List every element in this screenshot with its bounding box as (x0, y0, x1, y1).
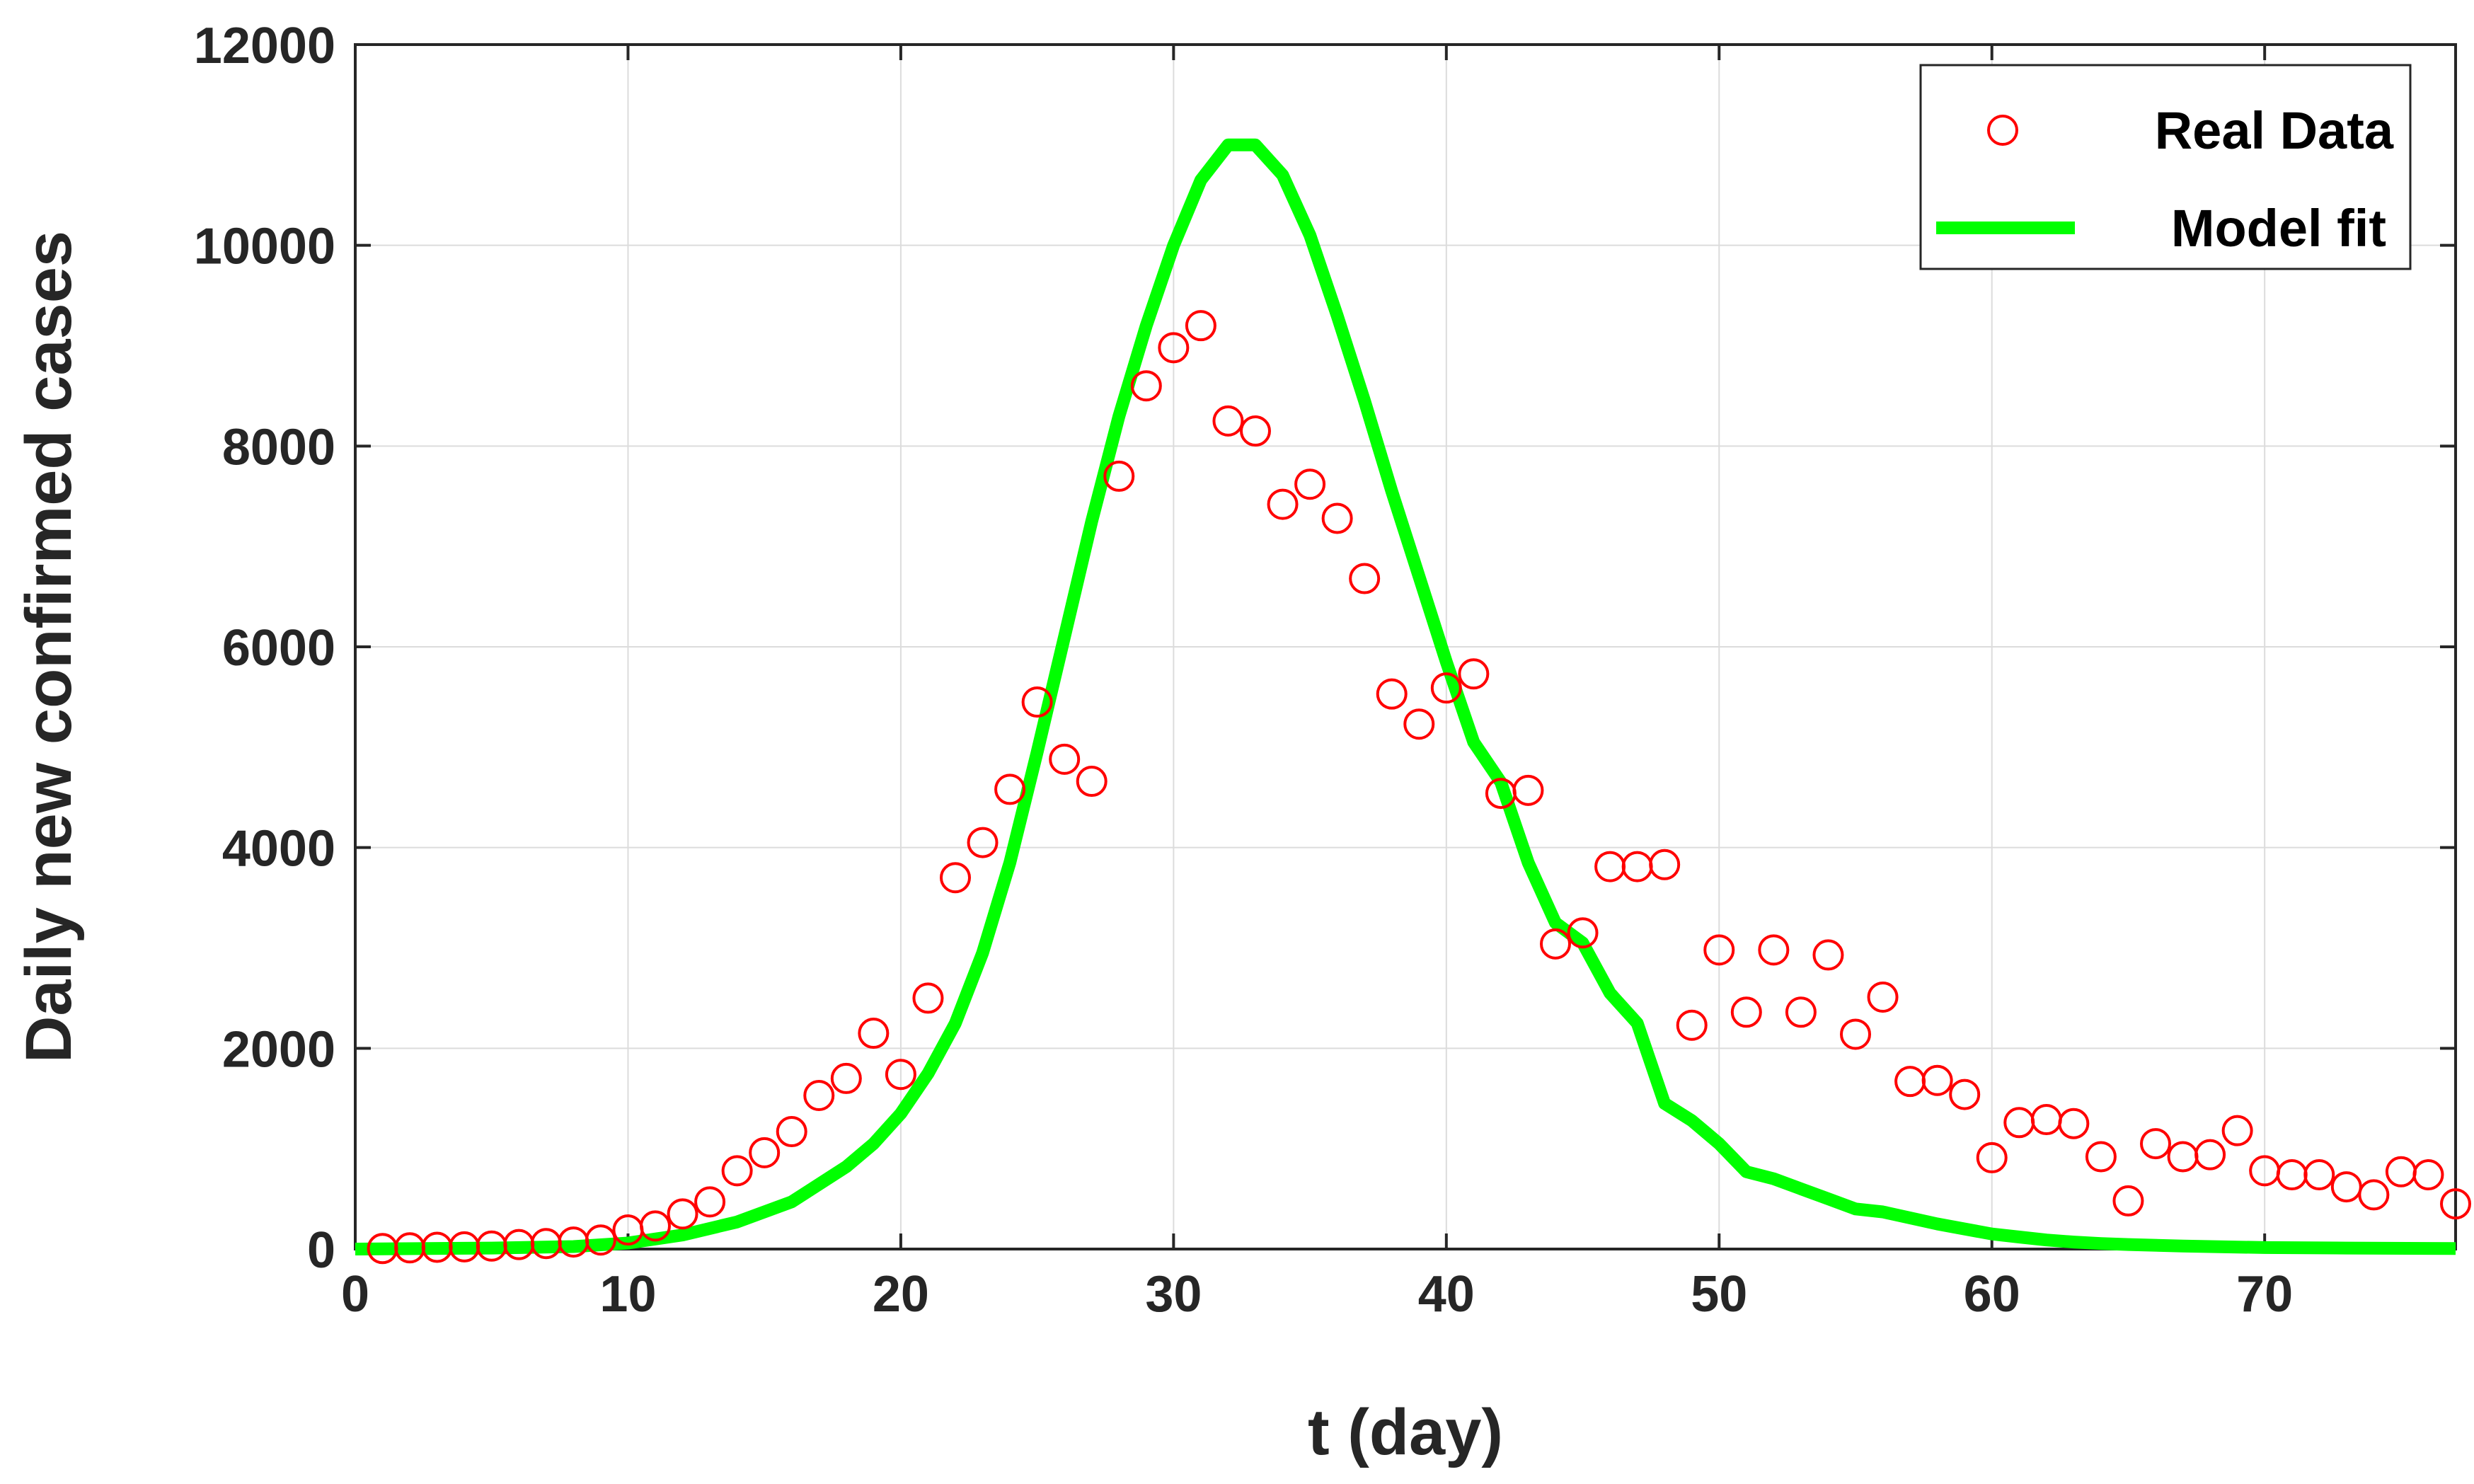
real-data-point (1021, 686, 1053, 718)
real-data-point (1321, 502, 1353, 534)
real-data-point (2140, 1128, 2171, 1160)
real-data-point (885, 1059, 916, 1091)
real-data-point (1458, 658, 1490, 690)
real-data-point (1049, 743, 1081, 775)
legend-real-data-label: Real Data (2155, 101, 2394, 160)
x-tick-label: 10 (599, 1266, 656, 1323)
y-tick-label: 0 (307, 1222, 335, 1279)
real-data-point (1076, 766, 1107, 798)
real-data-point (1730, 996, 1762, 1028)
real-data-point (1212, 405, 1244, 437)
model-fit-series (355, 138, 2456, 1255)
real-data-point (1676, 1009, 1708, 1041)
y-tick-label: 10000 (194, 219, 335, 275)
real-data-point (803, 1079, 835, 1111)
real-data-point (721, 1155, 753, 1187)
legend-model-fit-label: Model fit (2171, 199, 2386, 258)
real-data-point (1430, 672, 1462, 704)
y-tick-label: 12000 (194, 18, 335, 74)
real-data-point (1158, 332, 1190, 364)
real-data-point (1567, 917, 1599, 949)
y-axis-title: Daily new confirmed cases (13, 231, 85, 1063)
real-data-point (2440, 1188, 2471, 1220)
real-data-point (940, 862, 971, 894)
real-data-point (1185, 310, 1216, 342)
real-data-series (367, 310, 2471, 1265)
real-data-point (1103, 460, 1135, 492)
y-tick-label: 6000 (222, 620, 335, 677)
real-data-point (1703, 934, 1735, 966)
real-data-point (1130, 370, 1162, 402)
x-tick-label: 0 (341, 1266, 369, 1323)
x-ticks: 0 10 20 30 40 50 60 70 (341, 45, 2293, 1323)
x-tick-label: 50 (1691, 1266, 1747, 1323)
real-data-point (1758, 934, 1790, 966)
real-data-point (1294, 468, 1326, 500)
real-data-point (2412, 1159, 2444, 1191)
real-data-point (1512, 774, 1544, 806)
real-data-point (2085, 1141, 2117, 1173)
real-data-point (2112, 1185, 2144, 1216)
real-data-point (858, 1018, 890, 1049)
real-data-point (2221, 1115, 2253, 1146)
real-data-point (1840, 1018, 1871, 1050)
real-data-point (2303, 1159, 2335, 1191)
y-tick-label: 4000 (222, 821, 335, 878)
real-data-point (1867, 981, 1899, 1013)
real-data-point (640, 1210, 671, 1242)
y-tick-label: 8000 (222, 419, 335, 476)
legend-box (1919, 64, 2412, 270)
real-data-point (749, 1137, 781, 1168)
model-fit-line (355, 138, 2456, 1255)
legend: Real Data Model fit (1919, 64, 2412, 270)
real-data-point (1349, 563, 1381, 594)
y-tick-label: 2000 (222, 1021, 335, 1078)
real-data-point (1540, 928, 1571, 960)
real-data-point (1949, 1079, 1981, 1110)
real-data-point (1403, 708, 1435, 740)
real-data-point (667, 1198, 698, 1230)
real-data-point (694, 1186, 726, 1218)
real-data-point (912, 982, 944, 1014)
real-data-point (2194, 1139, 2226, 1170)
x-tick-label: 60 (1964, 1266, 2020, 1323)
real-data-point (967, 827, 999, 858)
x-axis-title: t (day) (1308, 1396, 1503, 1468)
real-data-point (1376, 678, 1408, 710)
x-tick-label: 70 (2236, 1266, 2293, 1323)
real-data-point (1649, 849, 1681, 880)
real-data-point (585, 1224, 616, 1256)
real-data-point (1976, 1141, 2008, 1173)
x-tick-label: 40 (1418, 1266, 1475, 1323)
real-data-point (1812, 939, 1844, 971)
y-ticks: 0 2000 4000 6000 8000 10000 12000 (194, 18, 2456, 1279)
real-data-point (776, 1116, 807, 1148)
real-data-point (830, 1062, 862, 1094)
real-data-point (2058, 1108, 2090, 1139)
real-data-point (1921, 1064, 1953, 1096)
real-data-point (1240, 415, 1271, 447)
x-tick-label: 20 (873, 1266, 929, 1323)
real-data-point (1785, 996, 1817, 1028)
legend-real-data-marker (1987, 115, 2018, 146)
real-data-point (2358, 1179, 2390, 1211)
real-data-point (994, 773, 1026, 805)
x-tick-label: 30 (1145, 1266, 1202, 1323)
real-data-point (1267, 488, 1299, 520)
